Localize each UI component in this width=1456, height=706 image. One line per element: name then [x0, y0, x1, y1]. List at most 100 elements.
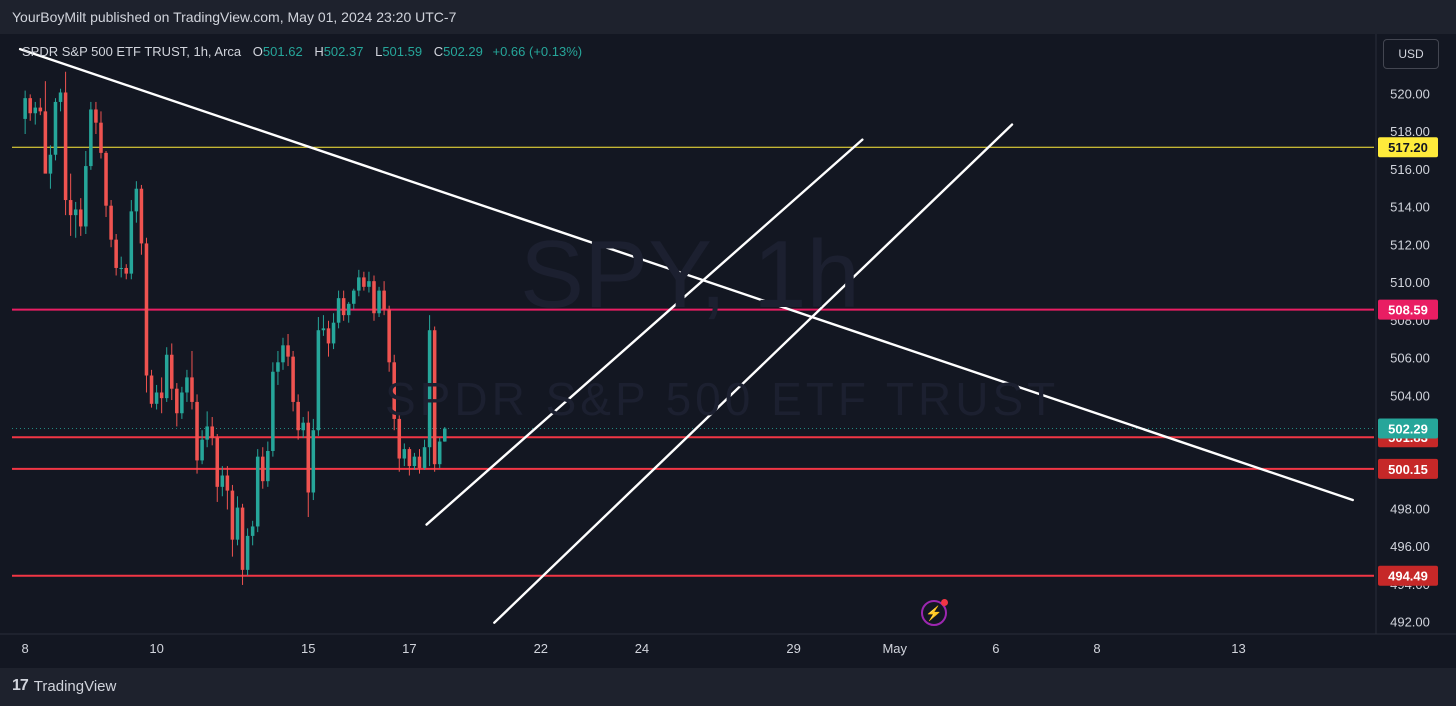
candle-body [119, 267, 123, 269]
candle-body [94, 109, 98, 123]
candle-body [33, 107, 38, 114]
candle-body [169, 354, 174, 389]
level-price-label: 500.15 [1388, 462, 1428, 477]
price-tick-label: 492.00 [1390, 615, 1430, 630]
candle-body [89, 109, 93, 167]
candle-body [271, 371, 275, 451]
candle-body [109, 205, 113, 240]
price-tick-label: 498.00 [1390, 501, 1430, 516]
symbol-name[interactable]: SPDR S&P 500 ETF TRUST, 1h, Arca [22, 44, 242, 59]
candle-body [215, 437, 220, 487]
candle-body [78, 209, 83, 227]
candle-body [362, 277, 366, 287]
candle-body [235, 507, 240, 540]
time-tick-label: 24 [635, 641, 649, 656]
candle-body [124, 267, 129, 274]
candle-body [68, 200, 73, 216]
time-axis: 8 10 15 17 22 24 29 May 6 8 13 [22, 641, 1246, 656]
candle-body [185, 377, 189, 393]
candle-body [190, 377, 194, 402]
candle-body [210, 426, 214, 438]
candle-body [367, 281, 371, 287]
candle-body [38, 107, 43, 112]
price-tick-label: 510.00 [1390, 275, 1430, 290]
time-tick-label: 29 [786, 641, 800, 656]
ohlc-legend: SPDR S&P 500 ETF TRUST, 1h, Arca O501.62… [22, 44, 582, 59]
last-price-label: 502.29 [1388, 422, 1428, 437]
trend-line [18, 47, 1354, 502]
candle-body [402, 449, 407, 459]
candle-body [442, 428, 447, 442]
candle-body [225, 475, 230, 491]
candle-body [326, 328, 331, 344]
candle-body [306, 422, 311, 493]
candle-body [276, 362, 280, 372]
candle-body [73, 209, 78, 216]
level-price-label: 517.20 [1388, 140, 1428, 155]
candle-body [220, 475, 225, 487]
candle-body [164, 354, 169, 399]
time-tick-label: 15 [301, 641, 315, 656]
candle-body [387, 309, 391, 363]
candle-body [175, 388, 179, 414]
candle-body [255, 456, 260, 527]
price-tick-label: 504.00 [1390, 388, 1430, 403]
time-tick-label: 17 [402, 641, 416, 656]
level-price-label-bg [1378, 137, 1438, 158]
tradingview-brand[interactable]: 17 TradingView [12, 677, 116, 695]
price-chart[interactable]: 520.00 518.00 516.00 514.00 512.00 510.00 508.… [0, 34, 1456, 668]
brand-name: TradingView [33, 677, 117, 695]
currency-button[interactable]: USD [1383, 39, 1439, 69]
candle-body [245, 535, 250, 570]
candle-body [377, 290, 381, 314]
candle-body [240, 507, 245, 570]
candle-body [129, 211, 134, 274]
level-price-label: 494.49 [1388, 569, 1428, 584]
candle-body [422, 447, 427, 468]
candle-body [432, 330, 437, 465]
candle-body [316, 330, 321, 431]
trend-line [493, 123, 1014, 624]
time-tick-label: 8 [1093, 641, 1100, 656]
low-label: L [375, 44, 383, 59]
candle-body [149, 375, 154, 404]
candle-body [331, 322, 336, 344]
time-tick-label: 10 [149, 641, 163, 656]
candle-body [48, 154, 53, 174]
candle-body [407, 449, 412, 467]
candle-body [291, 356, 295, 402]
candle-body [336, 298, 341, 323]
candle-body [23, 98, 27, 119]
publisher-bar: YourBoyMilt published on TradingView.com… [0, 0, 1456, 34]
candle-body [139, 188, 144, 244]
price-tick-label: 496.00 [1390, 539, 1430, 554]
chart-grid [0, 34, 1456, 635]
candle-body [154, 392, 159, 404]
candle-body [357, 277, 361, 291]
candle-body [346, 303, 351, 316]
candlesticks [23, 71, 447, 585]
candle-body [99, 122, 103, 153]
candle-body [230, 490, 235, 540]
price-tick-label: 512.00 [1390, 237, 1430, 252]
candle-body [159, 392, 164, 399]
candle-body [28, 98, 32, 114]
candle-body [427, 330, 432, 448]
high-label: H [314, 44, 324, 59]
price-tick-label: 516.00 [1390, 162, 1430, 177]
time-tick-label: 13 [1231, 641, 1245, 656]
candle-body [286, 345, 290, 357]
level-price-label: 508.59 [1388, 303, 1428, 318]
watermark-title: SPY, 1h [520, 221, 860, 328]
level-price-label-bg [1378, 458, 1438, 479]
close-value: 502.29 [443, 44, 483, 59]
candle-body [134, 188, 139, 212]
horizontal-levels [12, 146, 1374, 577]
candle-body [43, 111, 48, 174]
candle-body [341, 298, 346, 316]
lightning-bolt-icon[interactable]: ⚡ [921, 599, 948, 626]
level-price-label-bg [1378, 565, 1438, 586]
time-tick-label: 6 [992, 641, 999, 656]
tradingview-logo-icon: 17 [12, 677, 29, 694]
